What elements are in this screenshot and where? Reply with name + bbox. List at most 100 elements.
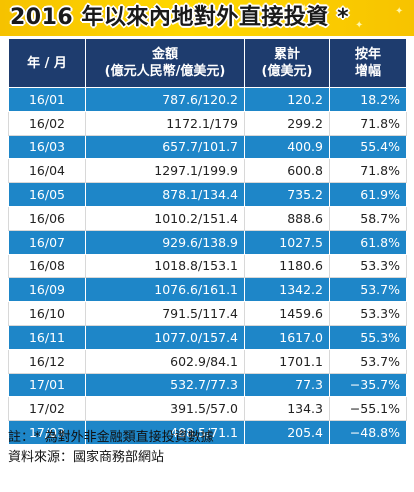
table-row: 16/07 929.6/138.9 1027.5 61.8% (8, 229, 407, 255)
cell-cumulative: 888.6 (244, 205, 330, 231)
cell-period: 16/06 (8, 205, 86, 231)
table-row: 16/06 1010.2/151.4 888.6 58.7% (8, 205, 407, 231)
cell-period: 16/03 (8, 134, 86, 160)
footnote: 註：* 為對外非金融類直接投資數據 (8, 430, 214, 445)
cell-yoy-growth: 55.3% (329, 324, 407, 350)
title-star: * (337, 5, 350, 30)
cell-cumulative: 205.4 (244, 420, 330, 445)
cell-amount: 1076.6/161.1 (85, 277, 245, 303)
cell-cumulative: 1459.6 (244, 301, 330, 326)
table-row: 16/12 602.9/84.1 1701.1 53.7% (8, 348, 407, 374)
footnotes: 註：* 為對外非金融類直接投資數據 資料來源：國家商務部網站 (8, 428, 214, 468)
sparkle-decoration: ✦ (355, 20, 364, 31)
cell-yoy-growth: 61.8% (329, 229, 407, 255)
cell-yoy-growth: 18.2% (329, 87, 407, 112)
cell-amount: 1077.0/157.4 (85, 324, 245, 350)
column-header-text: 年 / 月 (27, 55, 67, 71)
cell-period: 16/09 (8, 277, 86, 303)
table-row: 16/03 657.7/101.7 400.9 55.4% (8, 134, 407, 160)
cell-yoy-growth: 71.8% (329, 110, 407, 136)
column-header-text: (億美元) (261, 64, 313, 79)
cell-yoy-growth: 58.7% (329, 205, 407, 231)
cell-cumulative: 134.3 (244, 396, 330, 422)
cell-amount: 1297.1/199.9 (85, 158, 245, 184)
cell-yoy-growth: 53.7% (329, 348, 407, 374)
cell-cumulative: 1617.0 (244, 324, 330, 350)
cell-cumulative: 1180.6 (244, 253, 330, 279)
cell-amount: 657.7/101.7 (85, 134, 245, 160)
cell-yoy-growth: −48.8% (329, 420, 407, 445)
chart-title: 2016 年以來內地對外直接投資 * (10, 2, 349, 34)
cell-amount: 1010.2/151.4 (85, 205, 245, 231)
column-header-text: (億元人民幣/億美元) (104, 64, 226, 79)
column-header-text: 增幅 (354, 64, 381, 79)
cell-cumulative: 77.3 (244, 372, 330, 398)
table-row: 16/10 791.5/117.4 1459.6 53.3% (8, 301, 407, 326)
cell-period: 16/05 (8, 182, 86, 207)
cell-yoy-growth: −35.7% (329, 372, 407, 398)
table-row: 16/11 1077.0/157.4 1617.0 55.3% (8, 324, 407, 350)
data-table: 年 / 月 金額 (億元人民幣/億美元) 累計 (億美元) 按年增幅 16/01 787.6… (8, 38, 407, 445)
cell-yoy-growth: −55.1% (329, 396, 407, 422)
cell-amount: 1172.1/179 (85, 110, 245, 136)
table-row: 16/01 787.6/120.2 120.2 18.2% (8, 87, 407, 112)
column-header-text: 按年 (354, 47, 381, 62)
cell-cumulative: 120.2 (244, 87, 330, 112)
cell-period: 16/01 (8, 87, 86, 112)
cell-amount: 488.5/71.1 (85, 420, 245, 445)
cell-amount: 791.5/117.4 (85, 301, 245, 326)
cell-amount: 602.9/84.1 (85, 348, 245, 374)
table-row: 16/02 1172.1/179 299.2 71.8% (8, 110, 407, 136)
cell-amount: 391.5/57.0 (85, 396, 245, 422)
header-yoy-growth: 按年 增幅 (329, 38, 407, 88)
table-row: 17/01 532.7/77.3 77.3 −35.7% (8, 372, 407, 398)
table-row: 17/02 391.5/57.0 134.3 −55.1% (8, 396, 407, 422)
title-band: ✦ ✦ ✦ 2016 年以來內地對外直接投資 * (0, 0, 414, 36)
source-note: 資料來源：國家商務部網站 (8, 450, 165, 465)
cell-period: 16/04 (8, 158, 86, 184)
table-body: 16/01 787.6/120.2 120.2 18.2% 16/02 1172.1/17… (8, 87, 407, 445)
table-row: 16/09 1076.6/161.1 1342.2 53.7% (8, 277, 407, 303)
title-text: 2016 年以來內地對外直接投資 (10, 5, 329, 30)
cell-cumulative: 600.8 (244, 158, 330, 184)
cell-period: 16/12 (8, 348, 86, 374)
sparkle-decoration: ✦ (300, 3, 309, 14)
cell-yoy-growth: 55.4% (329, 134, 407, 160)
sparkle-decoration: ✦ (395, 6, 404, 17)
cell-cumulative: 735.2 (244, 182, 330, 207)
cell-cumulative: 1701.1 (244, 348, 330, 374)
cell-cumulative: 400.9 (244, 134, 330, 160)
cell-cumulative: 1027.5 (244, 229, 330, 255)
cell-period: 16/07 (8, 229, 86, 255)
cell-period: 17/01 (8, 372, 86, 398)
cell-period: 16/11 (8, 324, 86, 350)
cell-cumulative: 1342.2 (244, 277, 330, 303)
table-row: 16/05 878.1/134.4 735.2 61.9% (8, 182, 407, 207)
table-row: 17/03 488.5/71.1 205.4 −48.8% (8, 420, 407, 445)
column-header-text: 金額 (151, 47, 178, 62)
header-cumulative: 累計 (億美元) (244, 38, 330, 88)
cell-yoy-growth: 53.7% (329, 277, 407, 303)
cell-yoy-growth: 61.9% (329, 182, 407, 207)
header-period: 年 / 月 (8, 38, 86, 88)
header-amount: 金額 (億元人民幣/億美元) (85, 38, 245, 88)
cell-amount: 787.6/120.2 (85, 87, 245, 112)
cell-period: 17/03 (8, 420, 86, 445)
table-header-row: 年 / 月 金額 (億元人民幣/億美元) 累計 (億美元) 按年增幅 (8, 38, 407, 88)
cell-period: 16/10 (8, 301, 86, 326)
cell-amount: 1018.8/153.1 (85, 253, 245, 279)
cell-period: 16/08 (8, 253, 86, 279)
cell-amount: 878.1/134.4 (85, 182, 245, 207)
cell-period: 16/02 (8, 110, 86, 136)
cell-amount: 532.7/77.3 (85, 372, 245, 398)
cell-yoy-growth: 53.3% (329, 301, 407, 326)
cell-period: 17/02 (8, 396, 86, 422)
cell-yoy-growth: 71.8% (329, 158, 407, 184)
column-header-text: 累計 (273, 47, 300, 62)
cell-yoy-growth: 53.3% (329, 253, 407, 279)
cell-cumulative: 299.2 (244, 110, 330, 136)
cell-amount: 929.6/138.9 (85, 229, 245, 255)
table-row: 16/04 1297.1/199.9 600.8 71.8% (8, 158, 407, 184)
table-row: 16/08 1018.8/153.1 1180.6 53.3% (8, 253, 407, 279)
